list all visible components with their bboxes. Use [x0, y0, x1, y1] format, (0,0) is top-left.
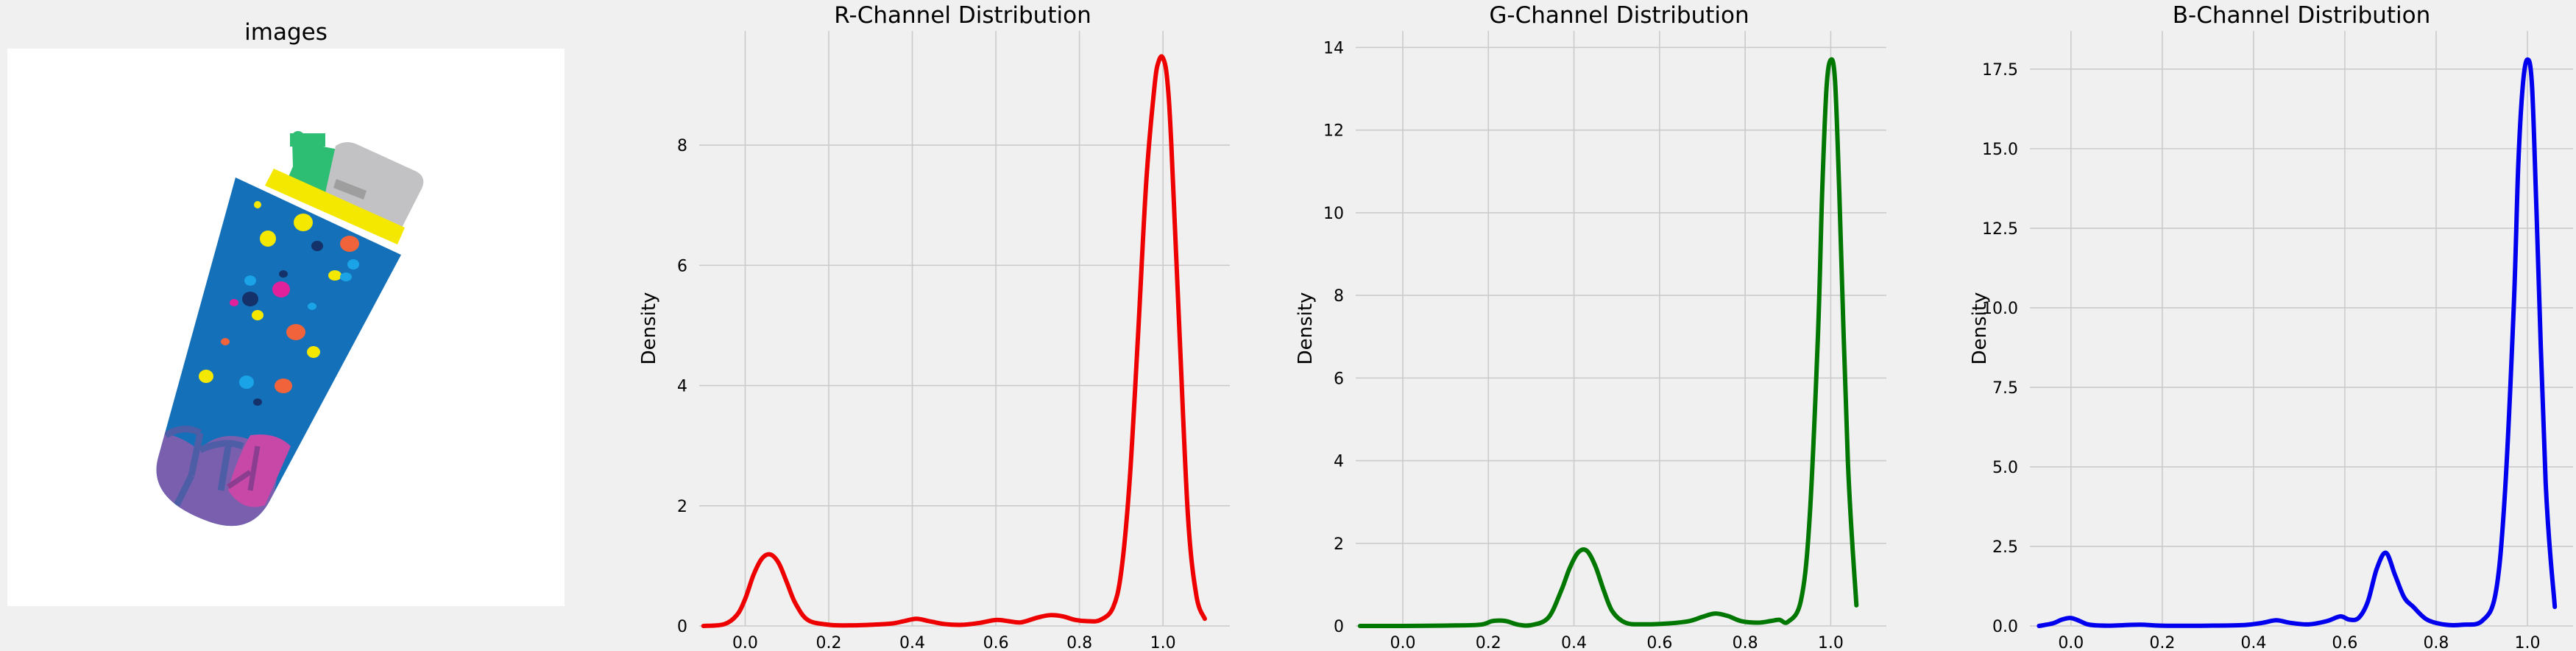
g-y-tick-label: 10 — [1323, 205, 1344, 223]
g-y-tick-label: 2 — [1334, 535, 1344, 554]
b-y-tick-label: 7.5 — [1992, 379, 2018, 398]
b-density-line — [2037, 57, 2558, 628]
r-x-tick-label: 1.0 — [1150, 634, 1176, 651]
g-channel-chart: 0.0 0.2 0.4 0.6 0.8 1.0 0 2 4 6 8 10 12 14 Density G-Ch… — [1295, 2, 1886, 651]
b-y-tick-label: 5.0 — [1992, 459, 2018, 477]
lighter-image — [7, 49, 565, 606]
r-y-tick-label: 4 — [677, 378, 687, 396]
g-y-tick-label: 0 — [1334, 618, 1344, 636]
g-x-tick-label: 0.4 — [1561, 634, 1587, 651]
g-x-tick-label: 0.0 — [1390, 634, 1415, 651]
r-x-tick-label: 0.0 — [732, 634, 758, 651]
b-x-tick-label: 1.0 — [2514, 634, 2540, 651]
g-x-tick-label: 0.8 — [1733, 634, 1758, 651]
g-y-tick-label: 4 — [1334, 453, 1344, 471]
g-y-tick-label: 6 — [1334, 370, 1344, 388]
r-chart-title: R-Channel Distribution — [834, 2, 1091, 29]
b-chart-title: B-Channel Distribution — [2173, 2, 2430, 29]
lighter-spots — [199, 201, 359, 406]
r-y-tick-label: 0 — [677, 618, 687, 636]
chart-panel-b: 0.0 0.2 0.4 0.6 0.8 1.0 0.0 2.5 5.0 7.5 10.0 12.5 15… — [1940, 0, 2576, 651]
r-channel-chart: 0.0 0.2 0.4 0.6 0.8 1.0 0 2 4 6 8 Density R-Channel … — [638, 2, 1230, 651]
g-y-tick-label: 12 — [1323, 122, 1344, 141]
b-channel-chart: 0.0 0.2 0.4 0.6 0.8 1.0 0.0 2.5 5.0 7.5 10.0 12.5 15… — [1969, 2, 2573, 651]
r-density-line — [701, 54, 1207, 628]
lighter-collar — [265, 169, 405, 244]
b-y-tick-label: 10.0 — [1982, 300, 2018, 318]
r-y-tick-label: 2 — [677, 498, 687, 516]
g-x-tick-label: 0.2 — [1476, 634, 1501, 651]
b-x-tick-label: 0.4 — [2240, 634, 2266, 651]
r-x-tick-label: 0.6 — [983, 634, 1009, 651]
r-y-axis-label: Density — [638, 292, 660, 365]
b-x-tick-label: 0.2 — [2149, 634, 2175, 651]
r-y-tick-label: 6 — [677, 257, 687, 275]
lighter-body — [156, 177, 401, 527]
g-chart-title: G-Channel Distribution — [1489, 2, 1749, 29]
g-y-tick-label: 8 — [1334, 287, 1344, 306]
r-x-tick-label: 0.4 — [899, 634, 925, 651]
g-x-tick-label: 1.0 — [1818, 634, 1844, 651]
g-density-line — [1357, 57, 1859, 628]
b-y-tick-label: 12.5 — [1982, 220, 2018, 239]
g-y-tick-label: 14 — [1323, 39, 1344, 57]
b-y-tick-label: 0.0 — [1992, 618, 2018, 636]
b-x-tick-label: 0.6 — [2332, 634, 2357, 651]
r-x-tick-label: 0.2 — [815, 634, 841, 651]
b-y-tick-label: 17.5 — [1982, 61, 2018, 80]
b-y-tick-label: 2.5 — [1992, 538, 2018, 557]
b-x-tick-label: 0.8 — [2423, 634, 2449, 651]
r-x-tick-label: 0.8 — [1066, 634, 1092, 651]
r-y-tick-label: 8 — [677, 137, 687, 155]
image-panel: images — [0, 0, 574, 651]
g-x-tick-label: 0.6 — [1646, 634, 1672, 651]
chart-panel-r: 0.0 0.2 0.4 0.6 0.8 1.0 0 2 4 6 8 Density R-Channel … — [628, 0, 1231, 651]
b-x-tick-label: 0.0 — [2058, 634, 2084, 651]
b-y-tick-label: 15.0 — [1982, 141, 2018, 159]
image-panel-title: images — [244, 19, 328, 46]
b-y-axis-label: Density — [1969, 292, 1991, 365]
chart-panel-g: 0.0 0.2 0.4 0.6 0.8 1.0 0 2 4 6 8 10 12 14 Density G-Ch… — [1284, 0, 1888, 651]
g-y-axis-label: Density — [1295, 292, 1317, 365]
